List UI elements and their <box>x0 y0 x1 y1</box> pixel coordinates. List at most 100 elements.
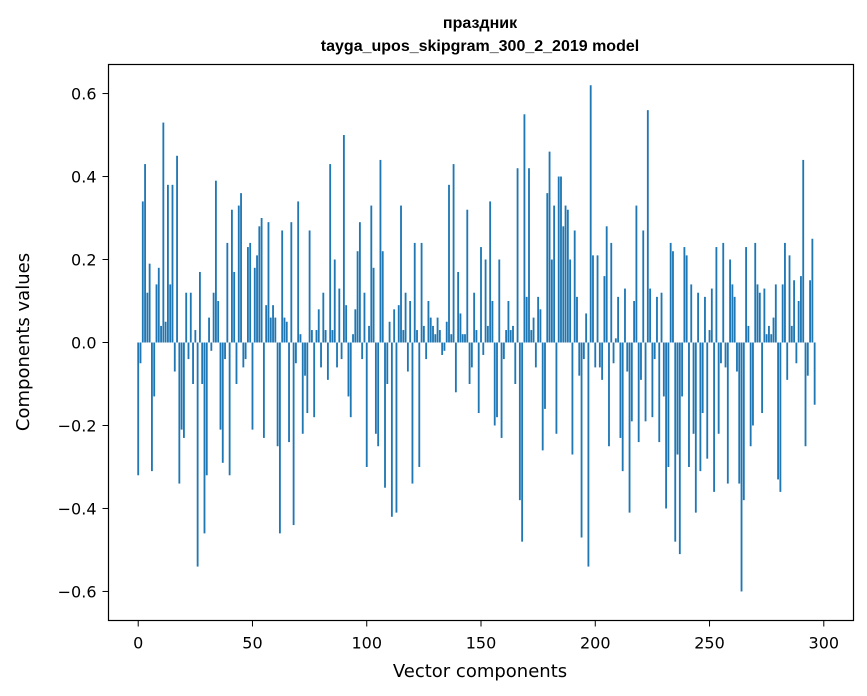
bar <box>477 342 480 414</box>
x-tick-label: 0 <box>133 634 143 653</box>
bar <box>276 342 279 447</box>
bar <box>676 342 679 455</box>
bar <box>221 342 224 463</box>
bar <box>299 334 302 343</box>
bar <box>139 342 142 364</box>
bar <box>413 242 416 343</box>
bar <box>240 193 242 343</box>
bar <box>484 259 487 343</box>
bar <box>397 305 400 343</box>
bar <box>379 159 382 343</box>
y-tick-label: −0.6 <box>58 582 97 601</box>
bar <box>628 342 631 513</box>
y-tick-label: −0.2 <box>58 416 97 435</box>
bar <box>706 342 709 459</box>
bar <box>230 209 233 343</box>
bar <box>384 342 386 488</box>
bar <box>674 342 677 542</box>
bar <box>752 342 754 426</box>
bar <box>155 284 158 343</box>
bar <box>793 280 795 343</box>
bar <box>683 247 686 343</box>
bar <box>224 342 226 360</box>
bar <box>525 296 528 343</box>
bar <box>434 334 437 343</box>
bar <box>363 292 366 343</box>
bar <box>329 164 332 343</box>
bar <box>669 242 672 343</box>
bar <box>183 342 185 438</box>
bar <box>246 247 249 343</box>
bar <box>578 342 581 376</box>
bar <box>795 342 798 364</box>
bar <box>742 342 745 501</box>
bar <box>251 342 254 430</box>
bar <box>626 342 629 372</box>
bar <box>635 205 638 343</box>
bar <box>534 342 537 368</box>
bar <box>160 325 162 343</box>
bar <box>466 209 469 343</box>
bar <box>365 342 368 467</box>
bar <box>278 342 281 534</box>
bar <box>610 242 613 343</box>
bar <box>400 205 402 343</box>
bar <box>333 259 336 343</box>
bar <box>468 342 471 384</box>
bar <box>550 259 553 343</box>
bar <box>326 342 329 380</box>
bar <box>582 342 585 360</box>
bar <box>219 342 222 430</box>
bar <box>619 342 622 438</box>
y-axis-label: Components values <box>13 253 34 431</box>
bar <box>802 159 805 343</box>
bar <box>338 288 341 343</box>
bar <box>512 325 514 343</box>
bar <box>566 209 569 343</box>
bar <box>432 325 434 343</box>
bar <box>790 325 793 343</box>
bar <box>395 342 398 513</box>
bar <box>496 342 498 418</box>
bar <box>754 242 757 343</box>
bar <box>354 309 357 343</box>
bar <box>486 325 489 343</box>
bar <box>774 284 777 343</box>
bar <box>482 342 485 355</box>
bar <box>656 296 658 343</box>
bar <box>454 342 457 393</box>
bar <box>214 180 217 343</box>
bar <box>694 342 697 513</box>
bar <box>548 151 551 343</box>
bar <box>557 176 560 343</box>
x-tick-label: 150 <box>466 634 497 653</box>
y-tick-label: −0.4 <box>58 499 97 518</box>
bar <box>518 342 521 501</box>
x-axis-label: Vector components <box>393 661 567 682</box>
bar <box>146 292 149 343</box>
bar <box>660 292 663 343</box>
bar <box>336 342 338 368</box>
bar <box>402 330 405 343</box>
bar <box>233 271 236 343</box>
bar <box>736 342 738 372</box>
x-tick-label: 200 <box>580 634 611 653</box>
bar <box>411 342 414 484</box>
bar <box>571 342 574 455</box>
bar <box>731 284 734 343</box>
bar <box>493 342 496 426</box>
bar <box>681 342 684 397</box>
bar <box>598 342 601 368</box>
bar <box>185 292 188 343</box>
bar <box>777 342 779 480</box>
bar <box>763 288 766 343</box>
bar <box>596 255 599 343</box>
bar <box>491 301 494 343</box>
bar <box>331 330 334 343</box>
bar <box>713 342 716 492</box>
bar <box>553 205 556 343</box>
bar <box>285 321 288 343</box>
bar <box>761 342 763 414</box>
bar <box>710 288 713 343</box>
bar <box>253 267 256 343</box>
